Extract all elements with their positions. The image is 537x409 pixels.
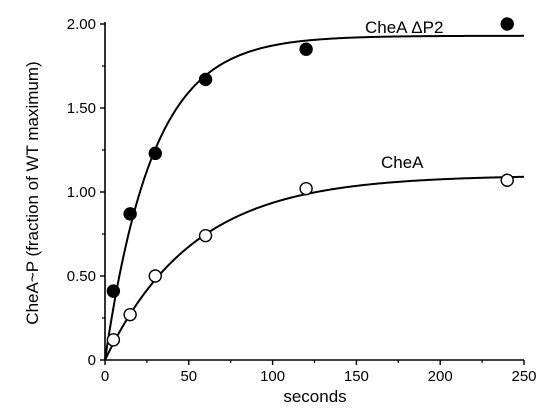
data-points: [106, 17, 514, 347]
data-point-chea-dp2: [148, 146, 162, 161]
data-point-chea: [299, 181, 313, 196]
y-tick-label: 0: [88, 352, 96, 369]
x-tick-label: 200: [428, 368, 453, 385]
fit-curves: [104, 34, 525, 361]
x-tick-label: 150: [344, 368, 369, 385]
y-tick-label: 2.00: [67, 16, 96, 33]
data-point-chea-dp2: [500, 17, 514, 31]
series-label-chea: CheA: [381, 153, 424, 172]
data-point-chea: [148, 269, 162, 283]
data-point-chea-dp2: [123, 207, 137, 221]
y-tick-label: 1.50: [67, 100, 96, 117]
y-tick-label: 1.00: [67, 184, 96, 201]
x-tick-label: 250: [511, 368, 536, 385]
data-point-chea-dp2: [106, 284, 121, 298]
x-tick-label: 100: [260, 368, 285, 385]
y-axis-label: CheA~P (fraction of WT maximum): [23, 61, 42, 324]
data-point-chea: [198, 228, 213, 243]
data-point-chea-dp2: [299, 42, 313, 56]
axes: 0 50 100 150 200 250 0 0.50 1.00 1.50 2.00: [67, 16, 537, 385]
fit-curve-1: [104, 175, 525, 361]
labels: seconds CheA~P (fraction of WT maximum) …: [23, 18, 443, 406]
fit-curve-0: [104, 34, 524, 361]
series-label-chea-dp2: CheA ΔP2: [365, 18, 443, 37]
x-tick-label: 50: [180, 368, 197, 385]
data-point-chea-dp2: [198, 72, 213, 87]
x-tick-label: 0: [101, 368, 109, 385]
x-axis-label: seconds: [283, 387, 346, 406]
data-point-chea: [106, 333, 121, 347]
data-point-chea: [123, 307, 137, 322]
y-tick-label: 0.50: [67, 268, 96, 285]
data-point-chea: [500, 173, 514, 187]
